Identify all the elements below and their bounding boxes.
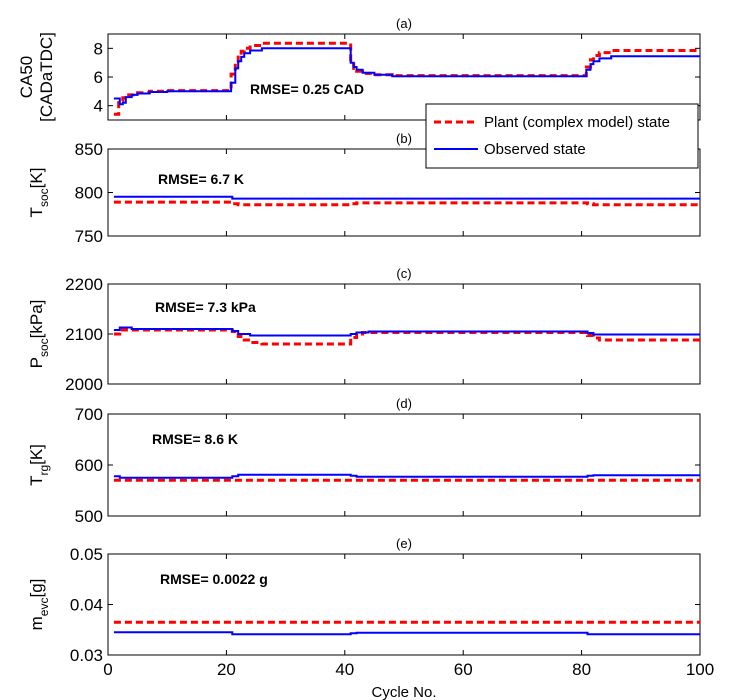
y-tick-label: 0.05 [70,545,103,564]
rmse-annotation: RMSE= 7.3 kPa [155,299,256,315]
series-group [113,41,700,116]
y-tick-label: 4 [94,97,103,116]
series-observed-line [113,47,700,106]
panel-d: (d) 500 600 700 Trg[K] RMSE= 8.6 K [27,396,701,526]
legend: Plant (complex model) state Observed stat… [425,103,699,169]
series-observed-line [113,473,700,479]
rmse-annotation: RMSE= 0.0022 g [160,571,268,587]
y-axis-label: Tsoc[K] [27,168,51,218]
panel-c: (c) 2000 2100 2200 Psoc[kPa] RMSE= 7.3 kPa [27,266,701,394]
legend-box [425,103,699,169]
y-tick-label: 0.03 [70,646,103,665]
y-tick-label: 8 [94,39,103,58]
panels: (a) 4 6 8 CA50[CADaTDC] RMSE= 0.25 CAD (b) 750 8… [17,16,714,679]
y-tick-label: 500 [75,507,103,526]
y-tick-label: 2000 [65,375,103,394]
panel-title: (d) [396,396,412,411]
rmse-annotation: RMSE= 8.6 K [152,431,238,447]
panel-title: (c) [396,266,411,281]
axes-box [107,413,701,517]
x-tick-label: 40 [335,660,354,679]
legend-label: Plant (complex model) state [484,114,670,131]
y-axis-label: CA50[CADaTDC] [17,32,56,122]
y-tick-label: 850 [75,140,103,159]
series-observed-line [113,631,700,636]
x-tick-label: 60 [454,660,473,679]
y-tick-label: 2100 [65,325,103,344]
panel-title: (b) [396,131,412,146]
y-axis-label: Psoc[kPa] [27,300,51,369]
y-tick-label: 600 [75,456,103,475]
axes-box [107,553,701,656]
y-axis-label: mevc[g] [27,579,51,631]
rmse-annotation: RMSE= 0.25 CAD [250,81,364,97]
series-group [113,326,700,346]
x-axis-label: Cycle No. [371,684,436,700]
panel-title: (a) [396,16,412,31]
y-tick-label: 0.04 [70,596,103,615]
series-observed-line [113,326,700,337]
x-tick-label: 20 [217,660,236,679]
panel-a: (a) 4 6 8 CA50[CADaTDC] RMSE= 0.25 CAD [17,16,701,122]
rmse-annotation: RMSE= 6.7 K [158,171,244,187]
panel-title: (e) [396,536,412,551]
series-group [113,195,700,207]
legend-label: Observed state [484,141,586,158]
y-axis-label: Trg[K] [27,444,51,486]
panel-e: (e) 0.03 0.04 0.05 0 20 40 60 80 100 mevc[g] RMSE= … [27,536,714,679]
series-plant-line [113,200,700,207]
y-tick-label: 6 [94,68,103,87]
y-tick-label: 700 [75,405,103,424]
series-group [113,620,700,636]
series-observed-line [113,195,700,200]
y-tick-label: 750 [75,227,103,246]
y-tick-label: 2200 [65,275,103,294]
y-tick-label: 800 [75,184,103,203]
panel-b: (b) 750 800 850 Tsoc[K] RMSE= 6.7 K [27,131,701,246]
x-tick-label: 80 [572,660,591,679]
series-group [113,473,700,482]
x-tick-label: 100 [686,660,714,679]
x-tick-label: 0 [103,660,112,679]
